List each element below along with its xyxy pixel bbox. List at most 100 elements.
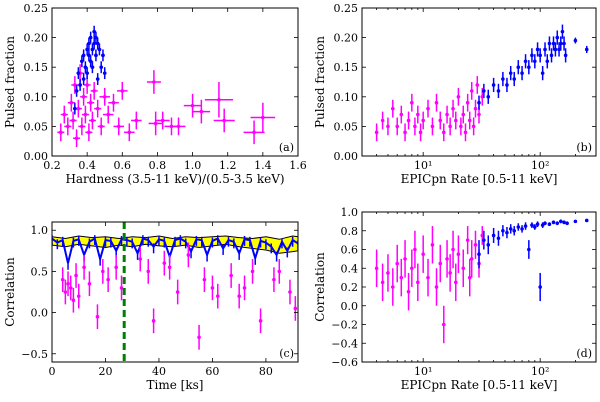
x-tick-label: 0.2 — [43, 159, 61, 172]
data-point-magenta — [237, 294, 241, 298]
x-tick-label: 10² — [531, 159, 549, 172]
data-point-magenta — [102, 95, 107, 99]
data-point-blue — [562, 220, 566, 225]
data-point-magenta — [210, 286, 215, 290]
data-point-magenta — [272, 277, 276, 282]
panel-c: 0 20 40 60 80 −0.5 0.0 0.5 1.0 Time [ks] Correlati… — [3, 221, 299, 392]
x-tick-label: 1.4 — [254, 159, 272, 172]
x-tick-label: 1.6 — [289, 159, 307, 172]
x-tick-label: 60 — [205, 365, 219, 378]
data-point-blue — [523, 59, 528, 64]
data-point-magenta — [453, 118, 458, 123]
data-point-magenta — [71, 118, 75, 123]
data-point-magenta — [406, 118, 411, 123]
data-point-magenta — [76, 106, 81, 111]
data-point-magenta — [261, 115, 265, 120]
data-point-blue — [501, 228, 505, 233]
y-tick-label: 0.10 — [24, 91, 49, 104]
data-point-magenta — [461, 112, 466, 117]
data-point-blue — [88, 35, 93, 40]
data-point-blue — [80, 59, 84, 64]
data-point-magenta — [87, 281, 92, 286]
data-point-blue — [505, 83, 509, 87]
x-tick-label: 1.2 — [219, 159, 237, 172]
x-tick-label: 10¹ — [414, 365, 432, 378]
data-point-magenta — [63, 290, 68, 294]
data-point-blue — [565, 221, 569, 226]
data-point-magenta — [71, 298, 76, 303]
data-point-magenta — [421, 118, 425, 123]
y-tick-label: 1.0 — [341, 206, 359, 219]
data-point-magenta — [451, 106, 455, 111]
data-point-magenta — [146, 269, 151, 274]
panel-a: 0.2 0.4 0.6 0.8 1.0 1.2 1.4 1.6 0.00 0.05 0.10 0.15… — [3, 2, 307, 186]
y-tick-label: −0.6 — [331, 356, 358, 369]
data-point-magenta — [463, 130, 468, 135]
data-point-magenta — [95, 106, 100, 111]
data-point-magenta — [127, 130, 132, 135]
data-point-magenta — [380, 280, 385, 285]
data-point-magenta — [134, 118, 139, 123]
y-tick-label: −0.4 — [331, 337, 358, 350]
data-point-blue — [512, 228, 517, 233]
y-tick-label: 0.2 — [341, 281, 359, 294]
data-point-blue — [543, 47, 547, 52]
data-point-blue — [530, 53, 534, 58]
y-tick-label: 0.6 — [341, 244, 359, 257]
x-tick-label: 0 — [49, 365, 56, 378]
data-point-magenta — [99, 124, 103, 129]
data-point-magenta — [138, 257, 143, 261]
data-point-magenta — [451, 247, 455, 252]
x-axis-title: Time [ks] — [147, 378, 204, 392]
data-point-magenta — [390, 285, 395, 289]
data-point-blue — [496, 89, 501, 93]
data-point-blue — [551, 220, 556, 225]
data-point-blue — [81, 77, 86, 81]
y-tick-label: 0.10 — [334, 91, 359, 104]
data-point-magenta — [60, 277, 65, 282]
panel-label: (d) — [576, 347, 592, 360]
y-axis-title: Correlation — [3, 257, 17, 327]
data-point-magenta — [467, 275, 472, 280]
data-point-magenta — [167, 265, 172, 270]
data-point-blue — [523, 224, 528, 228]
data-point-blue — [94, 35, 98, 40]
data-point-magenta — [242, 286, 247, 290]
data-point-blue — [555, 221, 560, 226]
data-point-blue — [557, 47, 561, 52]
data-point-magenta — [288, 290, 292, 294]
data-point-magenta — [413, 247, 417, 252]
data-point-blue — [545, 59, 550, 64]
data-point-magenta — [76, 294, 81, 298]
data-point-magenta — [73, 83, 77, 87]
data-point-blue — [549, 53, 554, 58]
y-tick-label: 0.00 — [24, 150, 49, 163]
data-point-blue — [496, 236, 501, 241]
data-point-magenta — [120, 89, 125, 93]
panel-label: (b) — [576, 141, 592, 154]
data-point-blue — [508, 71, 513, 75]
data-point-blue — [535, 47, 540, 52]
data-point-blue — [90, 65, 95, 69]
data-point-blue — [81, 53, 86, 58]
data-point-magenta — [473, 106, 478, 111]
data-point-blue — [78, 83, 82, 87]
data-point-magenta — [116, 124, 121, 129]
data-point-magenta — [152, 80, 156, 84]
data-point-blue — [501, 77, 505, 81]
y-axis-title: Pulsed fraction — [3, 36, 17, 128]
data-point-magenta — [399, 112, 404, 117]
y-tick-label: 0.5 — [31, 265, 49, 278]
data-point-blue — [520, 227, 524, 231]
data-layer — [374, 218, 589, 344]
data-point-magenta — [477, 112, 481, 117]
data-point-blue — [85, 71, 89, 75]
data-point-magenta — [469, 89, 474, 93]
x-tick-label: 80 — [259, 365, 273, 378]
data-point-blue — [90, 47, 95, 52]
data-point-magenta — [471, 124, 476, 129]
x-axis-title: EPICpn Rate [0.5-11 keV] — [401, 378, 558, 392]
data-point-magenta — [80, 124, 84, 129]
data-point-magenta — [62, 112, 67, 117]
